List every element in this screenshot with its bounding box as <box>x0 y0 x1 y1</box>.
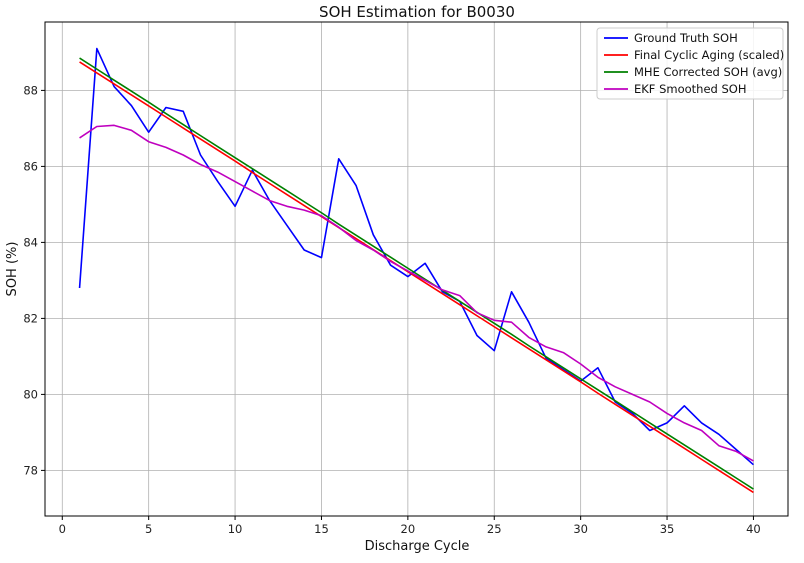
y-axis-title: SOH (%) <box>5 242 20 297</box>
x-tick-label: 40 <box>746 522 761 536</box>
y-tick-label: 82 <box>23 311 38 325</box>
x-tick-label: 25 <box>487 522 502 536</box>
x-tick-label: 30 <box>573 522 588 536</box>
x-tick-label: 10 <box>228 522 243 536</box>
y-axis-ticks: 78 80 82 84 86 88 <box>23 83 45 477</box>
plot-area-frame <box>44 21 789 517</box>
x-tick-label: 0 <box>59 522 66 536</box>
y-tick-label: 86 <box>23 159 38 173</box>
legend-box <box>596 27 784 100</box>
y-tick-label: 84 <box>23 235 38 249</box>
legend-label: EKF Smoothed SOH <box>634 82 746 96</box>
x-tick-label: 35 <box>660 522 675 536</box>
legend-label: Ground Truth SOH <box>634 31 738 45</box>
series-line-final-cyclic-aging-scaled <box>79 61 754 494</box>
y-tick-label: 80 <box>23 387 38 401</box>
x-tick-label: 5 <box>145 522 152 536</box>
legend-label: MHE Corrected SOH (avg) <box>634 65 782 79</box>
legend: Ground Truth SOH Final Cyclic Aging (scal… <box>596 27 784 100</box>
series-line-ekf-smoothed-soh <box>79 124 754 462</box>
series-line-ground-truth-soh <box>78 47 754 466</box>
y-tick-label: 88 <box>23 83 38 97</box>
series-lines <box>78 47 754 494</box>
x-axis-ticks: 0 5 10 15 20 25 30 35 40 <box>59 516 761 536</box>
x-tick-label: 20 <box>401 522 416 536</box>
x-axis-title: Discharge Cycle <box>365 539 470 554</box>
chart-title: SOH Estimation for B0030 <box>319 3 515 21</box>
y-tick-label: 78 <box>23 463 38 477</box>
legend-label: Final Cyclic Aging (scaled) <box>634 48 784 62</box>
x-tick-label: 15 <box>314 522 329 536</box>
series-line-mhe-corrected-soh-avg <box>79 57 754 490</box>
